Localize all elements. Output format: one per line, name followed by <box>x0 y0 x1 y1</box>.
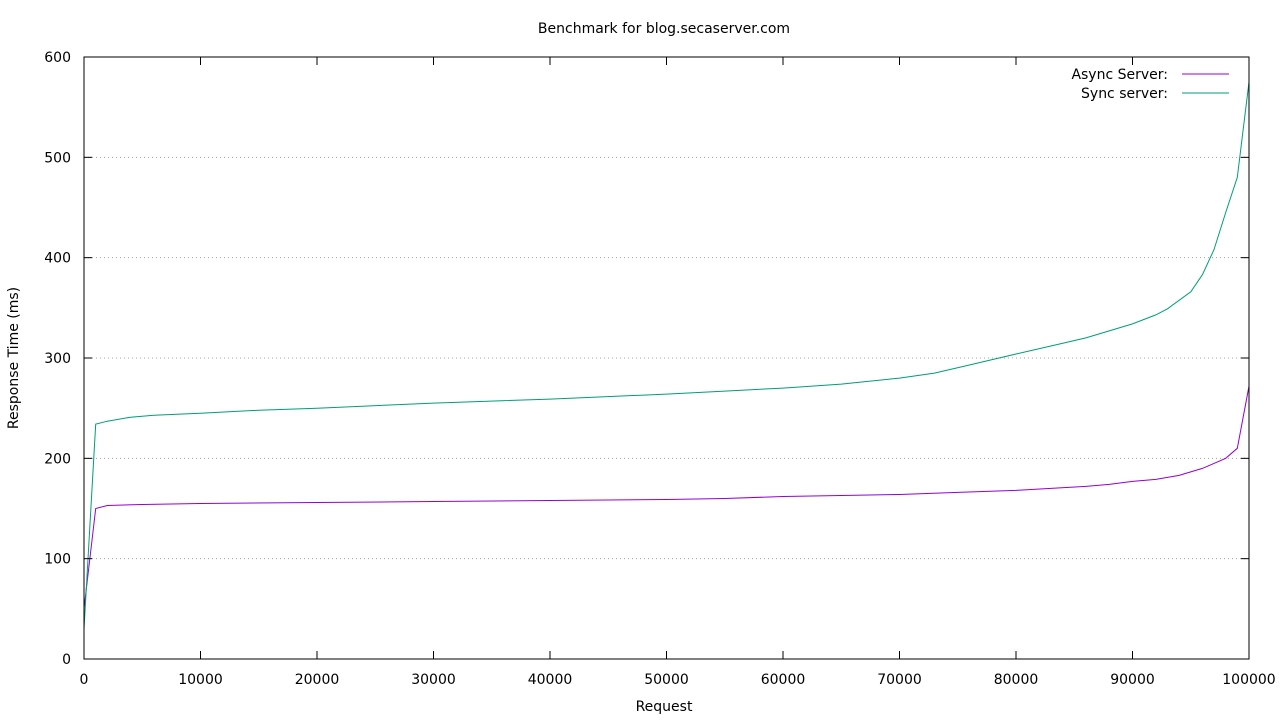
x-axis-label: Request <box>636 699 693 715</box>
x-tick-label: 20000 <box>295 672 340 688</box>
y-tick-label: 600 <box>44 50 71 66</box>
y-tick-label: 400 <box>44 251 71 267</box>
y-axis-label: Response Time (ms) <box>6 287 22 429</box>
x-tick-label: 30000 <box>411 672 456 688</box>
series-line-1 <box>83 386 1250 609</box>
x-tick-label: 40000 <box>528 672 573 688</box>
y-tick-label: 500 <box>44 150 71 166</box>
y-tick-label: 200 <box>44 451 71 467</box>
x-tick-label: 0 <box>80 672 89 688</box>
x-tick-label: 90000 <box>1110 672 1155 688</box>
x-tick-label: 80000 <box>994 672 1039 688</box>
y-tick-label: 0 <box>62 652 71 668</box>
y-tick-label: 300 <box>44 351 71 367</box>
plot-frame <box>83 56 1250 660</box>
x-tick-label: 70000 <box>877 672 922 688</box>
x-tick-label: 50000 <box>644 672 689 688</box>
axis-ticks: 0 100 200 300 400 500 600 0 10000 20000 30000 40000… <box>44 50 1275 688</box>
series-line-2 <box>83 82 1250 629</box>
legend: Async Server: Sync server: <box>1071 67 1229 102</box>
legend-label: Async Server: <box>1071 67 1168 83</box>
x-tick-label: 100000 <box>1222 672 1275 688</box>
y-tick-label: 100 <box>44 552 71 568</box>
legend-label: Sync server: <box>1081 86 1168 102</box>
grid-lines <box>84 156 1249 560</box>
plot-lines <box>83 82 1250 629</box>
x-tick-label: 60000 <box>761 672 806 688</box>
x-tick-label: 10000 <box>178 672 223 688</box>
chart-title: Benchmark for blog.secaserver.com <box>538 21 790 37</box>
